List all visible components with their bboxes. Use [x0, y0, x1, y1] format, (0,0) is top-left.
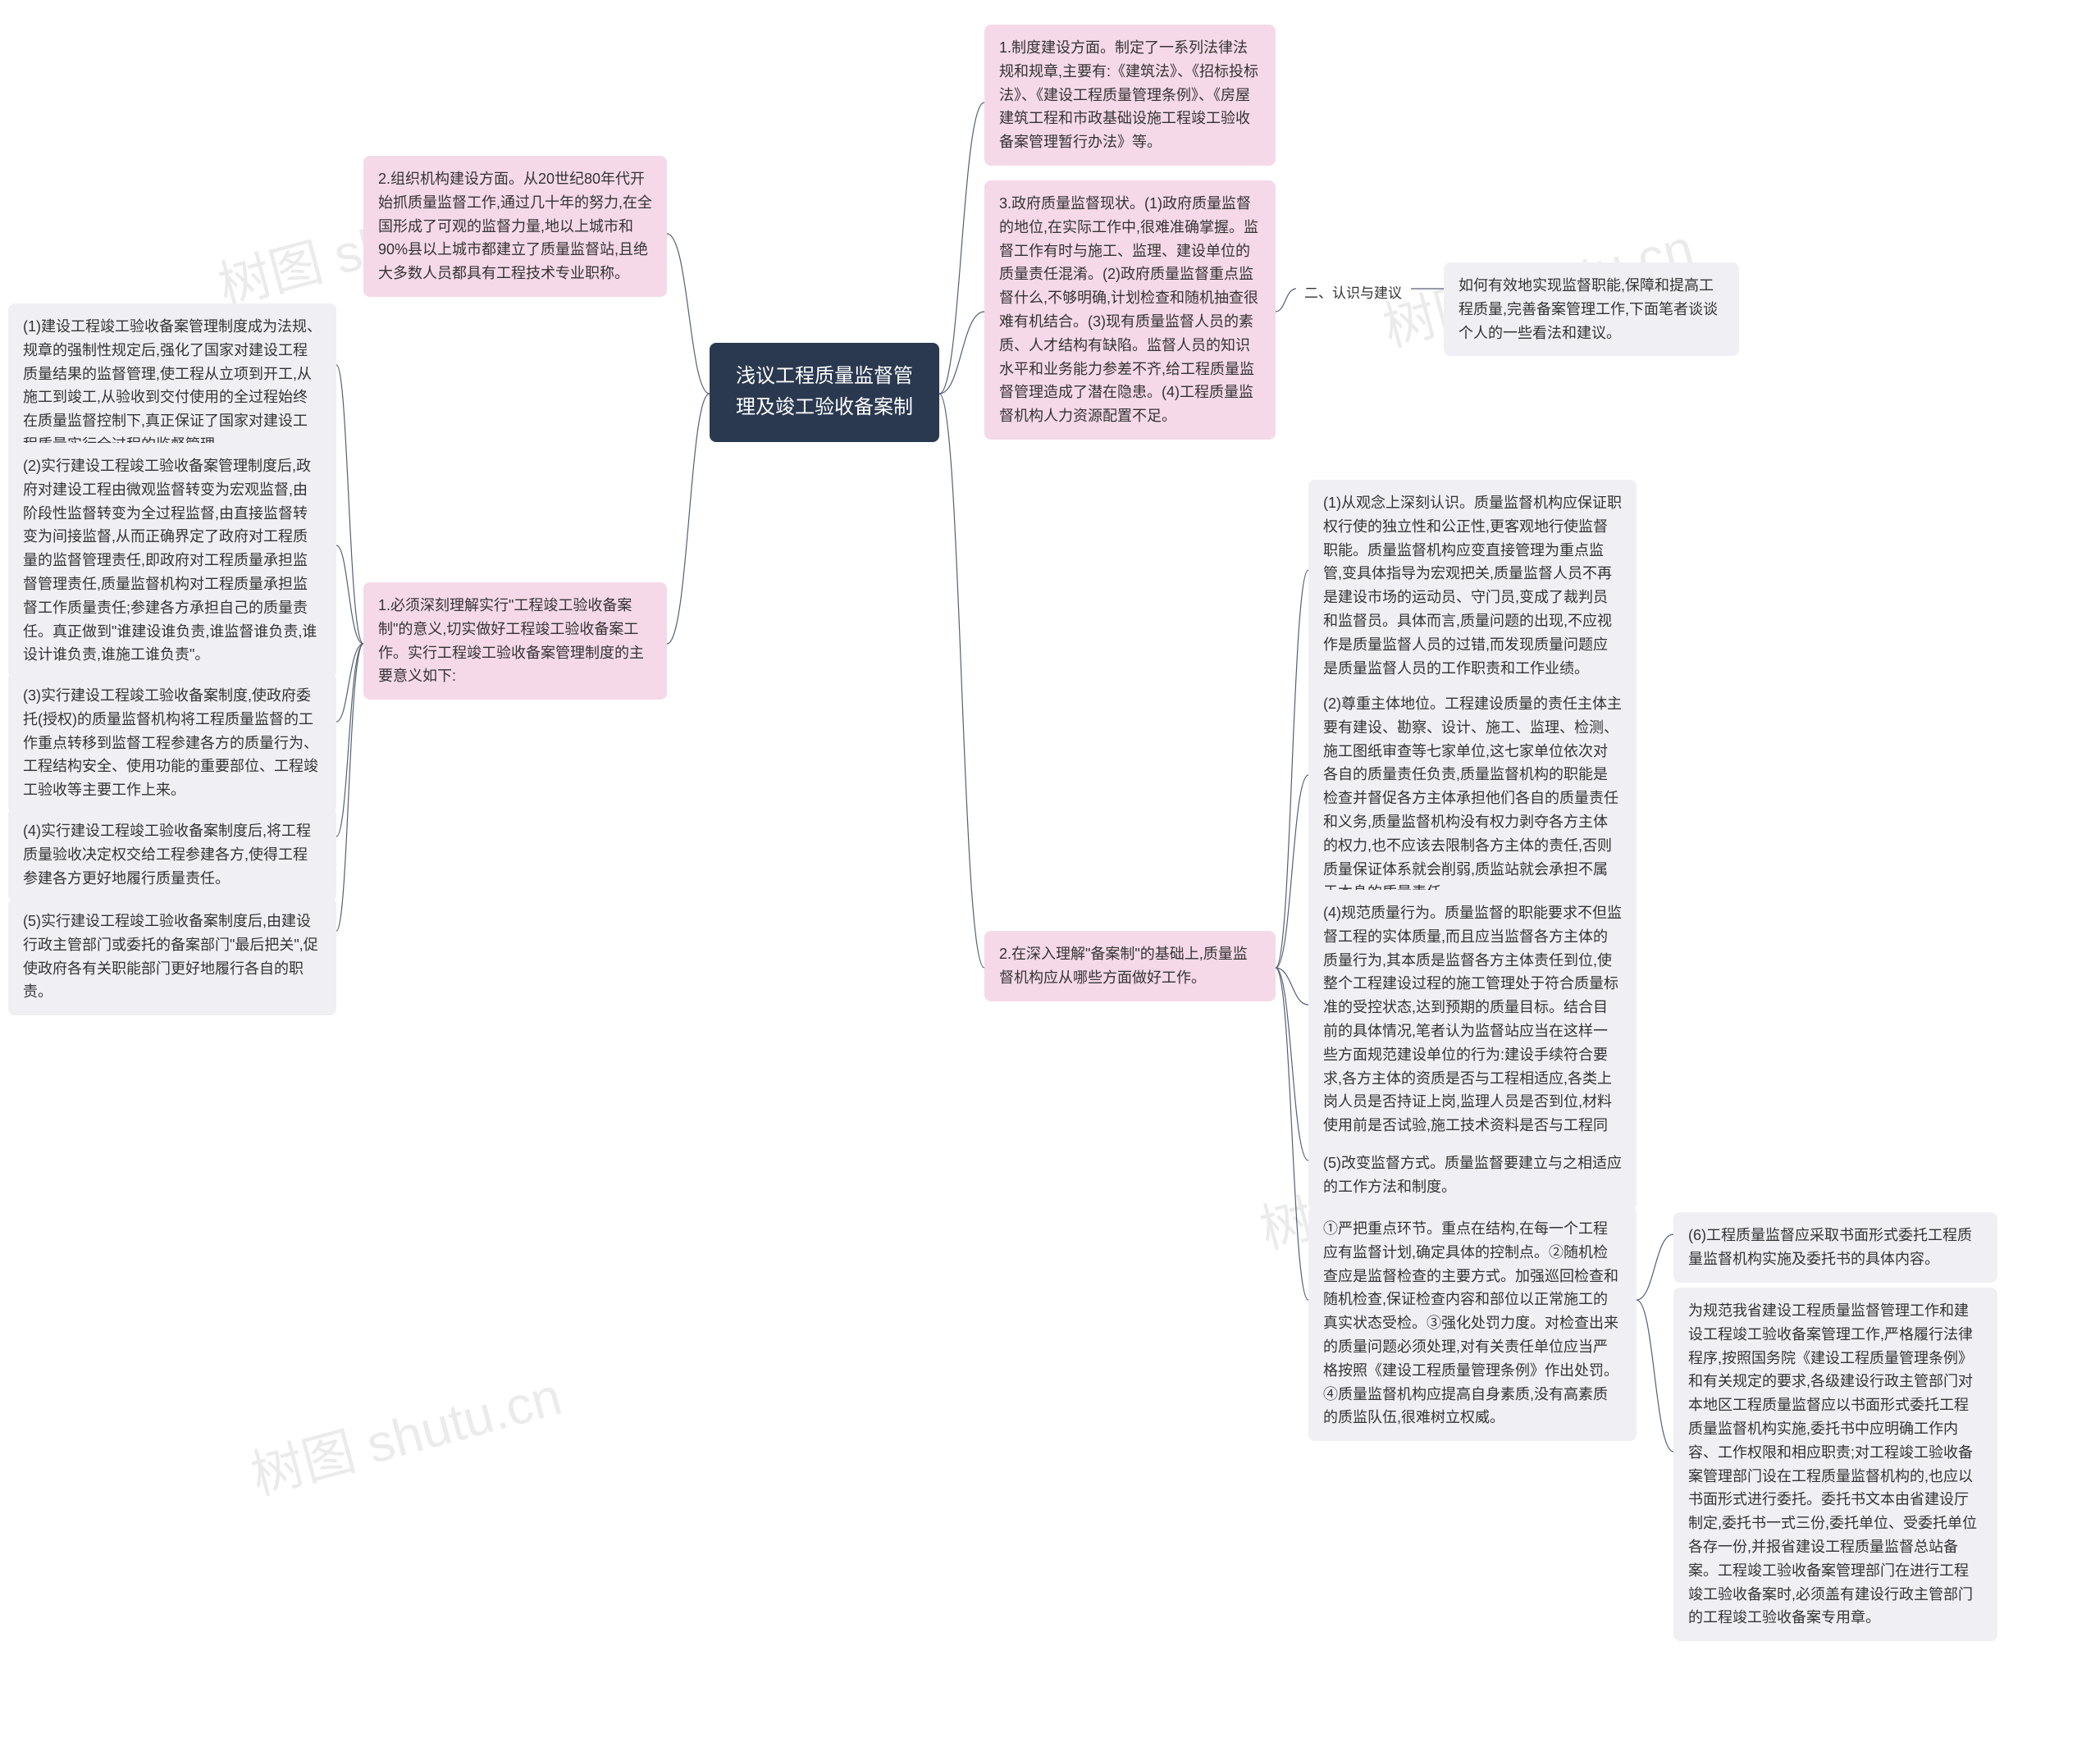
watermark: 树图 shutu.cn	[242, 1354, 568, 1509]
node-r2-2[interactable]: (2)尊重主体地位。工程建设质量的责任主体主要有建设、勘察、设计、施工、监理、检…	[1308, 681, 1637, 916]
node-r2-6-sub1[interactable]: (6)工程质量监督应采取书面形式委托工程质量监督机构实施及委托书的具体内容。	[1673, 1212, 1997, 1283]
node-l1-3[interactable]: (3)实行建设工程竣工验收备案制度,使政府委托(授权)的质量监督机构将工程质量监…	[8, 673, 336, 814]
root-node[interactable]: 浅议工程质量监督管理及竣工验收备案制	[710, 343, 939, 442]
branch-l1[interactable]: 1.必须深刻理解实行"工程竣工验收备案制"的意义,切实做好工程竣工验收备案工作。…	[363, 582, 667, 700]
branch-r2[interactable]: 2.在深入理解"备案制"的基础上,质量监督机构应从哪些方面做好工作。	[984, 931, 1276, 1001]
node-r2-1[interactable]: (1)从观念上深刻认识。质量监督机构应保证职权行使的独立性和公正性,更客观地行使…	[1308, 480, 1637, 691]
section-2-label: 二、认识与建议	[1296, 277, 1410, 309]
node-r2-5[interactable]: (5)改变监督方式。质量监督要建立与之相适应的工作方法和制度。	[1308, 1140, 1637, 1211]
node-l1-5[interactable]: (5)实行建设工程竣工验收备案制度后,由建设行政主管部门或委托的备案部门"最后把…	[8, 898, 336, 1015]
node-r-top-1[interactable]: 1.制度建设方面。制定了一系列法律法规和规章,主要有:《建筑法》、《招标投标法》…	[984, 25, 1276, 166]
node-r2-4[interactable]: (4)规范质量行为。质量监督的职能要求不但监督工程的实体质量,而且应当监督各方主…	[1308, 890, 1637, 1173]
node-r2-6[interactable]: ①严把重点环节。重点在结构,在每一个工程应有监督计划,确定具体的控制点。②随机检…	[1308, 1206, 1637, 1441]
node-l1-2[interactable]: (2)实行建设工程竣工验收备案管理制度后,政府对建设工程由微观监督转变为宏观监督…	[8, 443, 336, 678]
node-r2-6-sub2[interactable]: 为规范我省建设工程质量监督管理工作和建设工程竣工验收备案管理工作,严格履行法律程…	[1673, 1288, 1997, 1641]
node-r-top-tail[interactable]: 如何有效地实现监督职能,保障和提高工程质量,完善备案管理工作,下面笔者谈谈个人的…	[1444, 262, 1739, 356]
node-r-top-3[interactable]: 3.政府质量监督现状。(1)政府质量监督的地位,在实际工作中,很难准确掌握。监督…	[984, 180, 1276, 440]
node-l1-4[interactable]: (4)实行建设工程竣工验收备案制度后,将工程质量验收决定权交给工程参建各方,使得…	[8, 808, 336, 901]
branch-l2[interactable]: 2.组织机构建设方面。从20世纪80年代开始抓质量监督工作,通过几十年的努力,在…	[363, 156, 667, 297]
